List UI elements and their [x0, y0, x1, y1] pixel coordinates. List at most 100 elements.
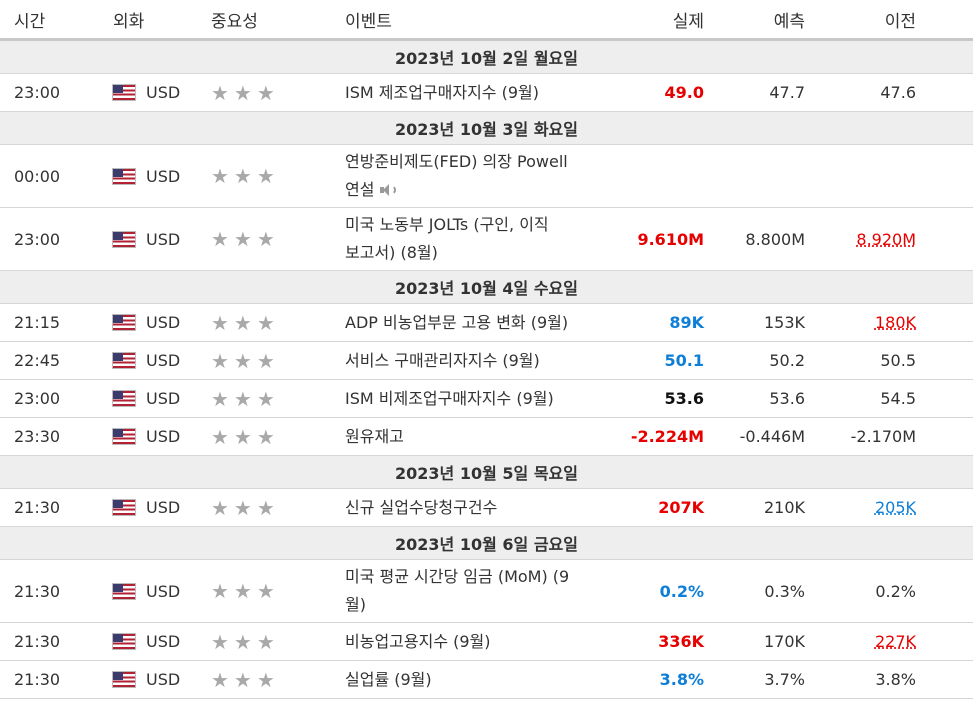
- importance-cell: ★★★: [211, 144, 345, 208]
- us-flag-icon: [113, 672, 135, 687]
- forecast-value: 8.800M: [704, 207, 805, 271]
- currency-cell: USD: [113, 207, 211, 271]
- date-label: 2023년 10월 5일 목요일: [0, 455, 973, 489]
- table-row[interactable]: 23:30 USD ★★★ 원유재고 -2.224M -0.446M -2.17…: [0, 417, 973, 456]
- date-label: 2023년 10월 2일 월요일: [0, 39, 973, 74]
- header-importance[interactable]: 중요성: [211, 0, 345, 41]
- date-row: 2023년 10월 4일 수요일: [0, 270, 973, 304]
- previous-value-revised[interactable]: 180K: [874, 313, 916, 332]
- currency-label: USD: [146, 83, 181, 102]
- event-name-line1[interactable]: ADP 비농업부문 고용 변화 (9월): [345, 312, 569, 332]
- currency-label: USD: [146, 351, 181, 370]
- table-row[interactable]: 23:00 USD ★★★ ISM 제조업구매자지수 (9월) 49.0 47.…: [0, 73, 973, 112]
- forecast-value: 47.7: [704, 73, 805, 112]
- event-name-line1[interactable]: 서비스 구매관리자지수 (9월): [345, 350, 540, 370]
- header-previous[interactable]: 이전: [805, 0, 973, 41]
- event-name-line1[interactable]: ISM 비제조업구매자지수 (9월): [345, 388, 554, 408]
- event-name-line1[interactable]: 신규 실업수당청구건수: [345, 497, 498, 517]
- table-row[interactable]: 23:00 USD ★★★ 미국 노동부 JOLTs (구인, 이직 보고서) (…: [0, 207, 973, 271]
- event-name[interactable]: ADP 비농업부문 고용 변화 (9월): [345, 303, 617, 342]
- forecast-value: 0.3%: [704, 559, 805, 623]
- event-name-line1[interactable]: 실업률 (9월): [345, 669, 432, 689]
- table-row[interactable]: 23:00 USD ★★★ ISM 비제조업구매자지수 (9월) 53.6 53…: [0, 379, 973, 418]
- event-time: 21:30: [0, 622, 113, 661]
- date-row: 2023년 10월 6일 금요일: [0, 526, 973, 560]
- actual-value: 49.0: [617, 73, 704, 112]
- currency-label: USD: [146, 498, 181, 517]
- forecast-value: -0.446M: [704, 417, 805, 456]
- event-name-line1[interactable]: 미국 노동부 JOLTs (구인, 이직: [345, 215, 549, 234]
- event-name-line2[interactable]: 월): [345, 595, 366, 614]
- event-name[interactable]: 서비스 구매관리자지수 (9월): [345, 341, 617, 380]
- currency-cell: USD: [113, 417, 211, 456]
- importance-cell: ★★★: [211, 488, 345, 527]
- header-currency[interactable]: 외화: [113, 0, 211, 41]
- importance-stars-icon: ★★★: [211, 227, 280, 251]
- table-row[interactable]: 21:30 USD ★★★ 비농업고용지수 (9월) 336K 170K 227…: [0, 622, 973, 661]
- actual-value: 50.1: [617, 341, 704, 380]
- event-name[interactable]: 실업률 (9월): [345, 660, 617, 699]
- event-name[interactable]: 연방준비제도(FED) 의장 Powell 연설: [345, 144, 617, 208]
- event-name[interactable]: ISM 제조업구매자지수 (9월): [345, 73, 617, 112]
- forecast-value: 210K: [704, 488, 805, 527]
- importance-stars-icon: ★★★: [211, 424, 280, 449]
- date-label: 2023년 10월 6일 금요일: [0, 526, 973, 560]
- currency-cell: USD: [113, 379, 211, 418]
- forecast-value: 50.2: [704, 341, 805, 380]
- importance-stars-icon: ★★★: [211, 386, 280, 411]
- header-actual[interactable]: 실제: [617, 0, 704, 41]
- event-time: 23:00: [0, 379, 113, 418]
- importance-cell: ★★★: [211, 559, 345, 623]
- us-flag-icon: [113, 634, 135, 649]
- importance-stars-icon: ★★★: [211, 667, 280, 692]
- event-name[interactable]: ISM 비제조업구매자지수 (9월): [345, 379, 617, 418]
- previous-value-revised[interactable]: 205K: [874, 498, 916, 517]
- event-name-line2[interactable]: 보고서) (8월): [345, 243, 438, 262]
- importance-cell: ★★★: [211, 417, 345, 456]
- table-row[interactable]: 00:00 USD ★★★ 연방준비제도(FED) 의장 Powell 연설: [0, 144, 973, 208]
- us-flag-icon: [113, 85, 135, 100]
- currency-label: USD: [146, 166, 181, 186]
- us-flag-icon: [113, 231, 135, 247]
- previous-value-revised[interactable]: 227K: [874, 632, 916, 651]
- actual-value: [617, 144, 704, 208]
- actual-value: 336K: [617, 622, 704, 661]
- importance-cell: ★★★: [211, 73, 345, 112]
- table-row[interactable]: 22:45 USD ★★★ 서비스 구매관리자지수 (9월) 50.1 50.2…: [0, 341, 973, 380]
- event-name[interactable]: 신규 실업수당청구건수: [345, 488, 617, 527]
- header-time[interactable]: 시간: [0, 0, 113, 41]
- importance-cell: ★★★: [211, 303, 345, 342]
- previous-value: 205K: [805, 488, 973, 527]
- forecast-value: 3.7%: [704, 660, 805, 699]
- previous-value-revised[interactable]: 8.920M: [856, 229, 916, 249]
- currency-cell: USD: [113, 488, 211, 527]
- currency-label: USD: [146, 313, 181, 332]
- currency-label: USD: [146, 670, 181, 689]
- currency-cell: USD: [113, 660, 211, 699]
- previous-value: 0.2%: [805, 559, 973, 623]
- event-name-line1[interactable]: 미국 평균 시간당 임금 (MoM) (9: [345, 567, 570, 586]
- date-row: 2023년 10월 3일 화요일: [0, 111, 973, 145]
- importance-cell: ★★★: [211, 341, 345, 380]
- us-flag-icon: [113, 500, 135, 515]
- forecast-value: 153K: [704, 303, 805, 342]
- actual-value: -2.224M: [617, 417, 704, 456]
- previous-value: 8.920M: [805, 207, 973, 271]
- header-forecast[interactable]: 예측: [704, 0, 805, 41]
- table-row[interactable]: 21:30 USD ★★★ 실업률 (9월) 3.8% 3.7% 3.8%: [0, 660, 973, 699]
- event-name[interactable]: 비농업고용지수 (9월): [345, 622, 617, 661]
- header-event[interactable]: 이벤트: [345, 0, 617, 41]
- speaker-icon: [378, 183, 398, 197]
- event-name-line2[interactable]: 연설: [345, 180, 375, 199]
- table-row[interactable]: 21:30 USD ★★★ 신규 실업수당청구건수 207K 210K 205K: [0, 488, 973, 527]
- event-name-line1[interactable]: ISM 제조업구매자지수 (9월): [345, 82, 539, 102]
- table-row[interactable]: 21:15 USD ★★★ ADP 비농업부문 고용 변화 (9월) 89K 1…: [0, 303, 973, 342]
- event-name[interactable]: 미국 평균 시간당 임금 (MoM) (9 월): [345, 559, 617, 623]
- event-name-line1[interactable]: 원유재고: [345, 426, 404, 446]
- event-name-line1[interactable]: 비농업고용지수 (9월): [345, 631, 491, 651]
- event-name[interactable]: 원유재고: [345, 417, 617, 456]
- event-name-line1[interactable]: 연방준비제도(FED) 의장 Powell: [345, 152, 568, 171]
- previous-value: 3.8%: [805, 660, 973, 699]
- table-row[interactable]: 21:30 USD ★★★ 미국 평균 시간당 임금 (MoM) (9 월) 0.…: [0, 559, 973, 623]
